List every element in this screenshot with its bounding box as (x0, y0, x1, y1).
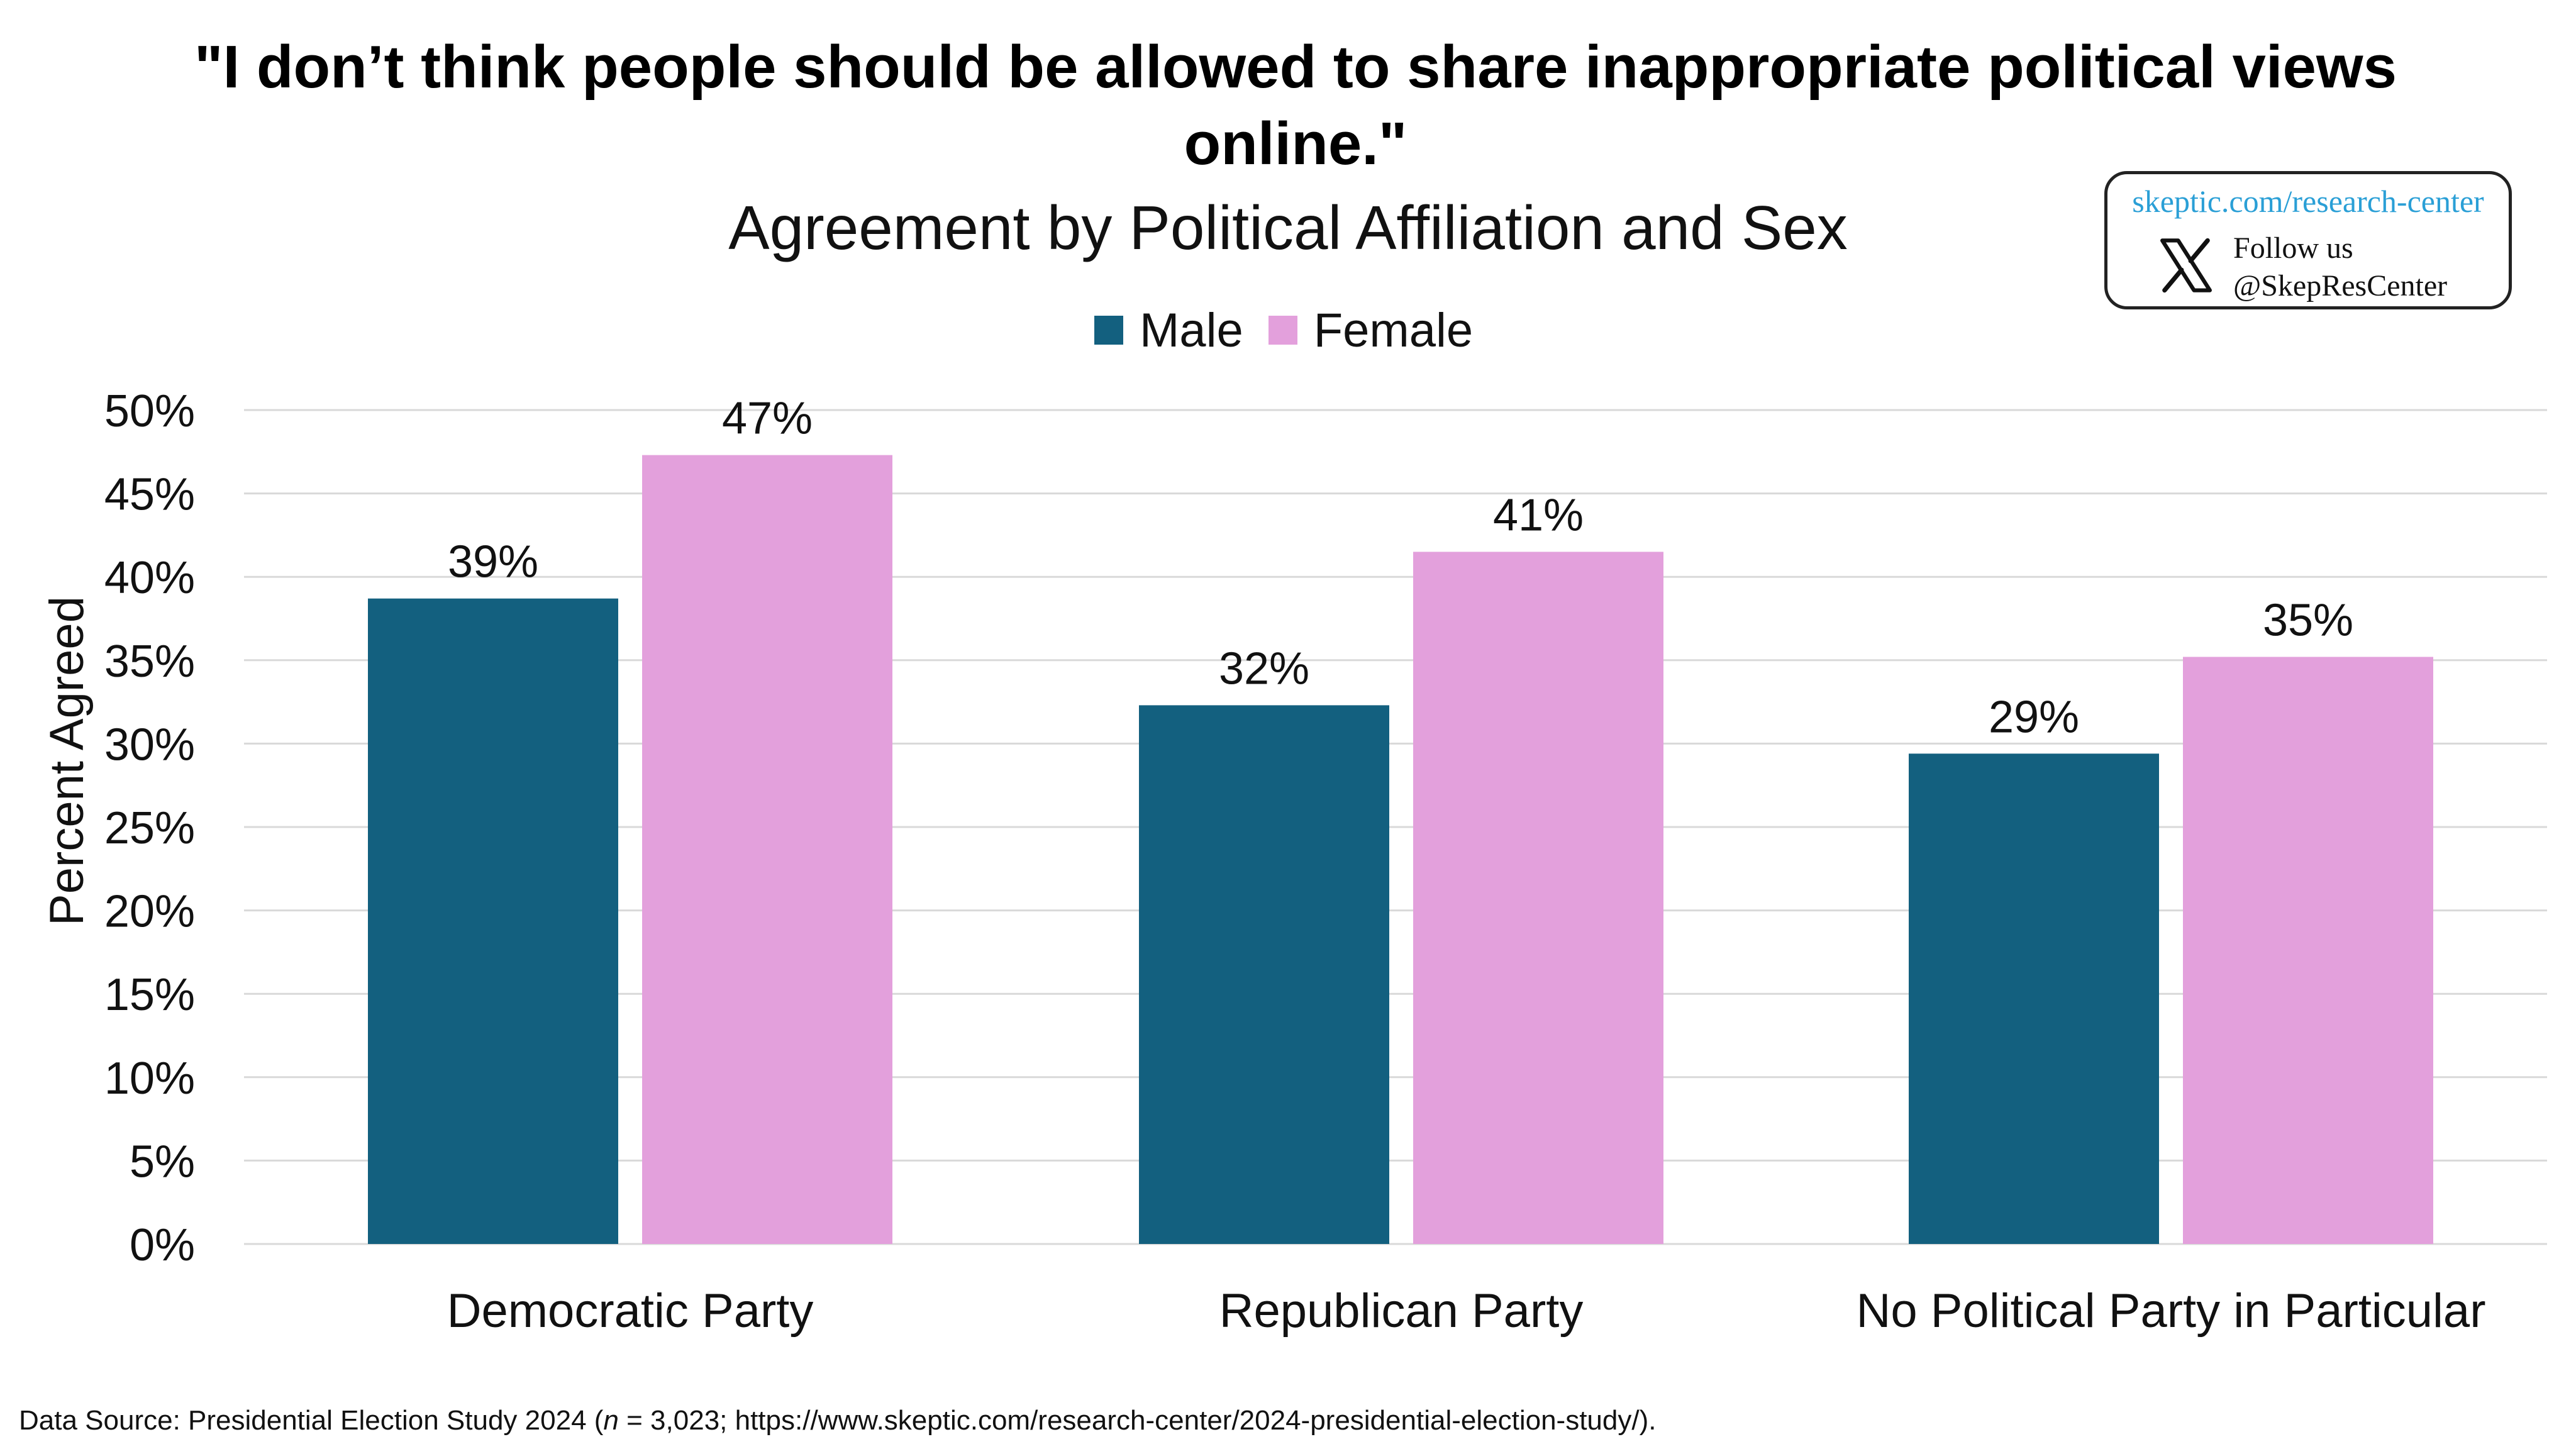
data-label: 35% (2263, 595, 2353, 645)
legend-label-male: Male (1140, 303, 1243, 357)
page-subtitle: Agreement by Political Affiliation and S… (728, 193, 1848, 262)
grid-lines (244, 409, 2547, 1245)
y-tick-label: 5% (130, 1136, 195, 1187)
x-tick-label: Democratic Party (447, 1284, 814, 1338)
bar-male-2 (1909, 753, 2159, 1244)
y-tick-label: 15% (104, 970, 195, 1020)
x-tick-label: No Political Party in Particular (1856, 1284, 2485, 1338)
x-tick-label: Republican Party (1219, 1284, 1584, 1338)
bar-male-0 (368, 598, 618, 1244)
source-note: Data Source: Presidential Election Study… (19, 1405, 1657, 1436)
follow-label: Follow us (2233, 231, 2353, 265)
data-label: 32% (1219, 643, 1309, 694)
y-axis-title: Percent Agreed (40, 596, 94, 926)
data-label: 47% (722, 394, 813, 444)
x-axis-ticks: Democratic Party Republican Party No Polit… (447, 1284, 2486, 1338)
y-tick-label: 0% (130, 1220, 195, 1270)
y-tick-label: 35% (104, 636, 195, 687)
page-title: "I don’t think people should be allowed … (194, 33, 2397, 177)
y-tick-label: 30% (104, 719, 195, 770)
legend-item-female: Female (1268, 303, 1474, 358)
bar-male-1 (1139, 705, 1389, 1244)
data-label: 29% (1989, 692, 2079, 742)
research-center-link[interactable]: skeptic.com/research-center (2132, 184, 2484, 219)
social-badge[interactable]: skeptic.com/research-center Follow us @S… (2104, 171, 2512, 309)
legend-item-male: Male (1094, 303, 1243, 358)
legend-label-female: Female (1313, 303, 1474, 357)
y-tick-label: 40% (104, 553, 195, 603)
y-tick-label: 20% (104, 887, 195, 937)
legend-swatch-male (1094, 316, 1123, 345)
bar-female-0 (642, 455, 892, 1244)
data-label: 39% (448, 537, 538, 587)
y-tick-label: 25% (104, 803, 195, 853)
bars (368, 455, 2433, 1245)
data-labels: 39% 47% 32% 41% 29% 35% (448, 394, 2353, 743)
twitter-handle[interactable]: @SkepResCenter (2233, 269, 2448, 303)
data-label: 41% (1493, 490, 1584, 540)
y-tick-label: 10% (104, 1053, 195, 1104)
bar-chart: 0% 5% 10% 15% 20% 25% 30% 35% 40% 45% 50% Percent … (40, 386, 2547, 1338)
legend: Male Female (1094, 296, 1473, 365)
x-logo-icon (2160, 238, 2212, 293)
bar-female-1 (1413, 552, 1663, 1245)
y-tick-label: 45% (104, 470, 195, 520)
bar-female-2 (2183, 657, 2433, 1244)
y-tick-label: 50% (104, 386, 195, 436)
follow-text: Follow us @SkepResCenter (2233, 230, 2447, 305)
y-axis-ticks: 0% 5% 10% 15% 20% 25% 30% 35% 40% 45% 50% (104, 386, 195, 1270)
legend-swatch-female (1268, 316, 1297, 345)
